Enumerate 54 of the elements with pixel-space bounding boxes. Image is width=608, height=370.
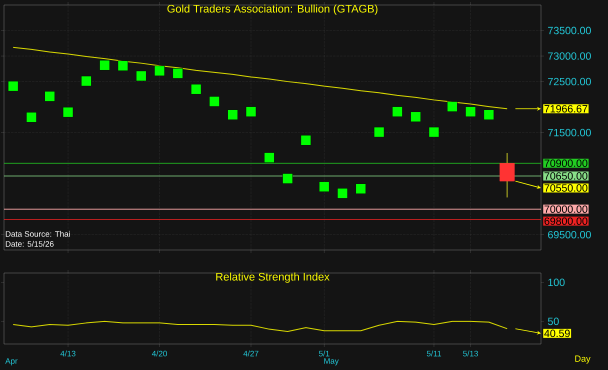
point [209, 96, 220, 107]
point [447, 101, 458, 112]
point [264, 152, 274, 163]
x-tick-label: 4/27 [243, 350, 258, 356]
data-label: 71966.67 [544, 105, 588, 113]
ref-line-label: 70000.00 [544, 205, 588, 213]
text: Apr [5, 358, 18, 366]
y-tick-label: 50 [548, 318, 559, 326]
ref-line-label: 70650.00 [544, 172, 588, 180]
ref-line-label: 70900.00 [544, 160, 588, 167]
point [428, 126, 440, 138]
point [484, 110, 494, 120]
y-tick-label: 69500.00 [548, 230, 591, 238]
point [246, 106, 256, 117]
point [44, 91, 55, 102]
point [190, 84, 202, 94]
x-tick-label: 5/1 [318, 350, 330, 356]
point [99, 60, 110, 70]
y-tick-label: 71500.00 [548, 128, 591, 136]
point [62, 106, 74, 118]
x-tick-label: 4/13 [60, 350, 76, 356]
x-tick-label: 4/20 [152, 350, 167, 356]
point [392, 106, 403, 117]
x-tick-label: 5/11 [426, 350, 442, 356]
text: May [324, 358, 339, 366]
point [410, 112, 421, 122]
point [356, 184, 366, 194]
text: 70550.00 [544, 184, 588, 192]
data-label: 40.59 [544, 330, 570, 338]
point [172, 68, 184, 79]
point [374, 126, 384, 138]
point [154, 66, 165, 76]
y-tick-label: 100 [548, 278, 565, 286]
point [228, 110, 238, 120]
y-tick-label: 72500.00 [548, 78, 591, 86]
point [81, 76, 92, 86]
x-tick-label: 5/13 [463, 350, 478, 356]
y-tick-label: 73500.00 [548, 26, 591, 34]
point [300, 135, 312, 146]
point [337, 188, 348, 199]
point [26, 112, 37, 122]
annotation: Data Source: Thai [6, 230, 70, 237]
annotation: Date: 5/15/26 [6, 240, 54, 247]
point [465, 106, 476, 117]
ref-line-label: 69800.00 [544, 217, 588, 225]
x-axis-title: Day [575, 356, 591, 364]
point [136, 70, 146, 82]
point [318, 182, 330, 192]
point [118, 60, 128, 71]
y-tick-label: 73000.00 [548, 52, 591, 60]
chart-title: Gold Traders Association: Bullion (GTAGB) [167, 4, 378, 15]
chart-title: Relative Strength Index [216, 272, 330, 283]
point [282, 173, 293, 184]
point [8, 80, 18, 92]
